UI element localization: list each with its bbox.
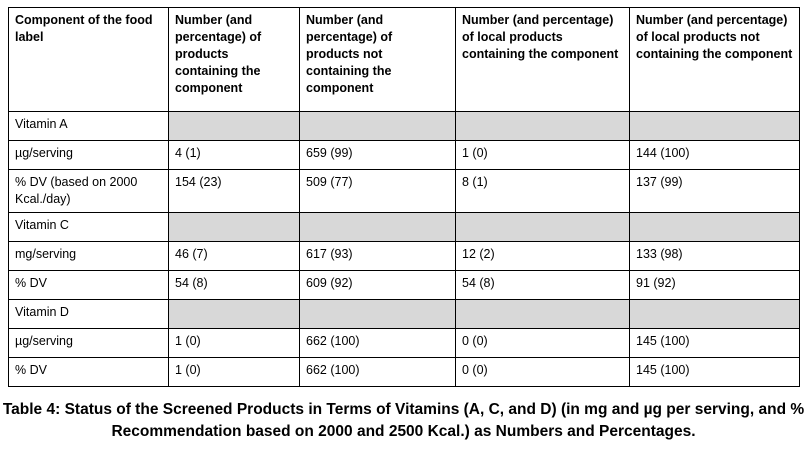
- section-fill-cell: [629, 299, 800, 329]
- row-label: % DV (based on 2000 Kcal./day): [8, 169, 169, 213]
- table-cell: 137 (99): [629, 169, 800, 213]
- table-cell: 1 (0): [168, 357, 300, 387]
- table-cell: 91 (92): [629, 270, 800, 300]
- table-header-row: Component of the food label Number (and …: [8, 7, 800, 112]
- section-fill-cell: [299, 111, 456, 141]
- table-cell: 617 (93): [299, 241, 456, 271]
- table-cell: 154 (23): [168, 169, 300, 213]
- row-label: % DV: [8, 270, 169, 300]
- table-caption: Table 4: Status of the Screened Products…: [2, 401, 805, 440]
- table-row: µg/serving 1 (0) 662 (100) 0 (0) 145 (10…: [8, 328, 800, 358]
- table-cell: 609 (92): [299, 270, 456, 300]
- section-row-vitamin-c: Vitamin C: [8, 212, 800, 242]
- table-cell: 0 (0): [455, 328, 630, 358]
- section-fill-cell: [168, 212, 300, 242]
- row-label: mg/serving: [8, 241, 169, 271]
- table-cell: 0 (0): [455, 357, 630, 387]
- section-fill-cell: [629, 111, 800, 141]
- table-cell: 1 (0): [455, 140, 630, 170]
- row-label: Vitamin D: [8, 299, 169, 329]
- table-cell: 46 (7): [168, 241, 300, 271]
- row-label: Vitamin C: [8, 212, 169, 242]
- table-cell: 509 (77): [299, 169, 456, 213]
- section-fill-cell: [455, 212, 630, 242]
- table-cell: 144 (100): [629, 140, 800, 170]
- section-fill-cell: [168, 299, 300, 329]
- table-cell: 4 (1): [168, 140, 300, 170]
- section-fill-cell: [168, 111, 300, 141]
- table-cell: 659 (99): [299, 140, 456, 170]
- table-cell: 54 (8): [455, 270, 630, 300]
- table-cell: 1 (0): [168, 328, 300, 358]
- header-local-not-containing: Number (and percentage) of local product…: [629, 7, 800, 112]
- table-cell: 12 (2): [455, 241, 630, 271]
- row-label: µg/serving: [8, 328, 169, 358]
- table-cell: 133 (98): [629, 241, 800, 271]
- table-row: µg/serving 4 (1) 659 (99) 1 (0) 144 (100…: [8, 140, 800, 170]
- vitamins-table: Component of the food label Number (and …: [8, 7, 800, 387]
- section-fill-cell: [299, 299, 456, 329]
- table-row: % DV 54 (8) 609 (92) 54 (8) 91 (92): [8, 270, 800, 300]
- table-cell: 662 (100): [299, 328, 456, 358]
- header-local-containing: Number (and percentage) of local product…: [455, 7, 630, 112]
- table-cell: 8 (1): [455, 169, 630, 213]
- table-row: % DV (based on 2000 Kcal./day) 154 (23) …: [8, 169, 800, 213]
- section-row-vitamin-d: Vitamin D: [8, 299, 800, 329]
- section-fill-cell: [455, 111, 630, 141]
- header-products-not-containing: Number (and percentage) of products not …: [299, 7, 456, 112]
- row-label: % DV: [8, 357, 169, 387]
- table-cell: 54 (8): [168, 270, 300, 300]
- table-row: mg/serving 46 (7) 617 (93) 12 (2) 133 (9…: [8, 241, 800, 271]
- table-cell: 145 (100): [629, 328, 800, 358]
- header-products-containing: Number (and percentage) of products cont…: [168, 7, 300, 112]
- section-fill-cell: [455, 299, 630, 329]
- row-label: Vitamin A: [8, 111, 169, 141]
- section-fill-cell: [629, 212, 800, 242]
- table-cell: 145 (100): [629, 357, 800, 387]
- table-row: % DV 1 (0) 662 (100) 0 (0) 145 (100): [8, 357, 800, 387]
- section-row-vitamin-a: Vitamin A: [8, 111, 800, 141]
- table-cell: 662 (100): [299, 357, 456, 387]
- section-fill-cell: [299, 212, 456, 242]
- header-component: Component of the food label: [8, 7, 169, 112]
- row-label: µg/serving: [8, 140, 169, 170]
